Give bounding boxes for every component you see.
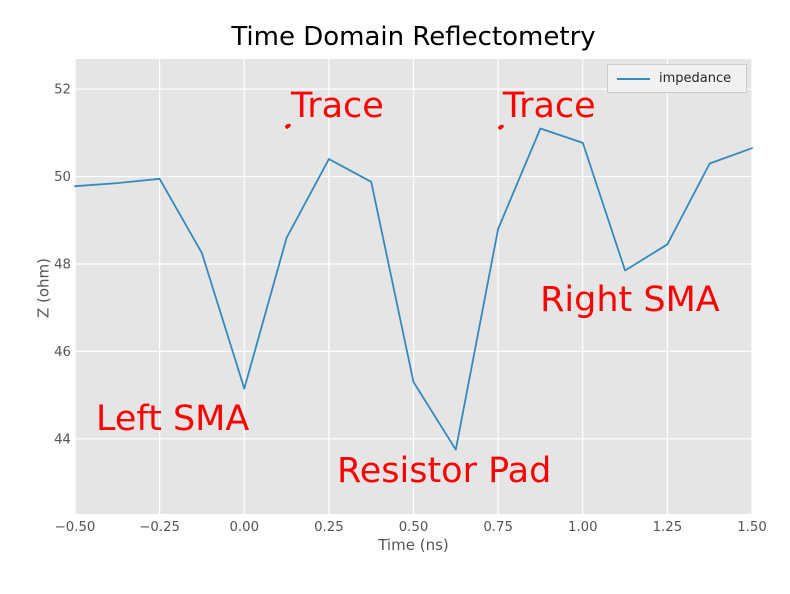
annotation-text: Right SMA: [540, 280, 720, 321]
impedance-line: [74, 127, 753, 451]
y-tick-label: 44: [54, 432, 71, 447]
x-tick-label: −0.25: [139, 520, 180, 535]
chart-title: Time Domain Reflectometry: [231, 22, 596, 52]
x-tick-label: 0.00: [229, 520, 259, 535]
legend: impedance: [607, 64, 747, 93]
x-tick-label: 1.50: [737, 520, 767, 535]
x-axis-label: Time (ns): [378, 536, 449, 554]
y-axis-label: Z (ohm): [34, 257, 53, 319]
annotation-text: Left SMA: [95, 399, 250, 440]
x-tick-label: 0.75: [483, 520, 513, 535]
y-tick-label: 46: [54, 345, 71, 360]
annotation-text: Trace: [502, 86, 596, 127]
annotation-text: Resistor Pad: [336, 451, 552, 492]
x-tick-label: 1.25: [653, 520, 683, 535]
x-tick-label: 1.00: [568, 520, 598, 535]
y-tick-label: 50: [54, 170, 71, 185]
x-tick-label: 0.25: [314, 520, 344, 535]
annotation-text: Trace: [290, 86, 384, 127]
legend-label: impedance: [659, 71, 732, 86]
x-tick-label: −0.50: [55, 520, 96, 535]
x-tick-label: 0.50: [399, 520, 429, 535]
y-tick-label: 48: [54, 257, 71, 272]
y-tick-label: 52: [54, 83, 71, 98]
legend-line-sample: [617, 77, 650, 80]
